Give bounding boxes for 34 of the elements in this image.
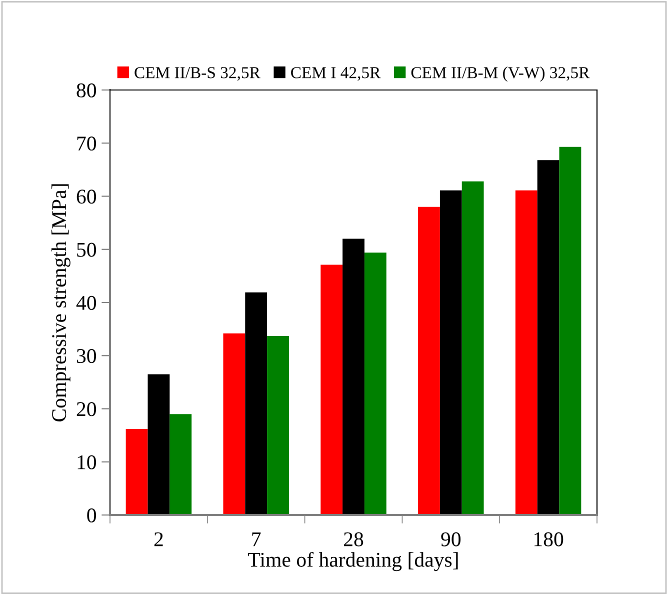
bar <box>342 238 364 515</box>
bar <box>364 252 386 515</box>
legend-label: CEM I 42,5R <box>291 67 381 81</box>
bar <box>223 333 246 515</box>
bar <box>170 414 192 515</box>
bar <box>267 336 289 515</box>
x-tick-label: 2 <box>154 532 163 546</box>
y-tick-label: 60 <box>76 190 96 204</box>
x-tick-label: 180 <box>534 532 564 546</box>
y-tick-label: 40 <box>76 296 96 310</box>
y-tick-label: 70 <box>77 136 96 151</box>
x-tick-label: 90 <box>441 532 461 546</box>
bar <box>245 292 268 515</box>
bar <box>126 428 148 515</box>
bar <box>418 206 440 515</box>
bar <box>440 190 462 515</box>
bar <box>462 181 484 515</box>
legend-label: CEM II/B-S 32,5R <box>134 67 260 81</box>
bar <box>515 190 538 515</box>
legend-label: CEM II/B-M (V-W) 32,5R <box>411 66 590 82</box>
y-tick-label: 50 <box>77 242 96 257</box>
y-tick-label: 20 <box>76 402 96 416</box>
y-tick-label: 10 <box>78 455 96 470</box>
bar <box>559 146 582 515</box>
bar <box>537 160 560 515</box>
y-tick-label: 0 <box>87 508 96 522</box>
bar <box>320 264 343 515</box>
bar <box>148 374 170 515</box>
x-tick-label: 28 <box>344 532 364 546</box>
y-axis-title: Compressive strength [MPa] <box>51 184 70 422</box>
x-axis-title: Time of hardening [days] <box>248 552 458 572</box>
y-tick-label: 30 <box>76 349 96 364</box>
x-tick-label: 7 <box>252 532 261 546</box>
y-tick-label: 80 <box>76 83 96 98</box>
